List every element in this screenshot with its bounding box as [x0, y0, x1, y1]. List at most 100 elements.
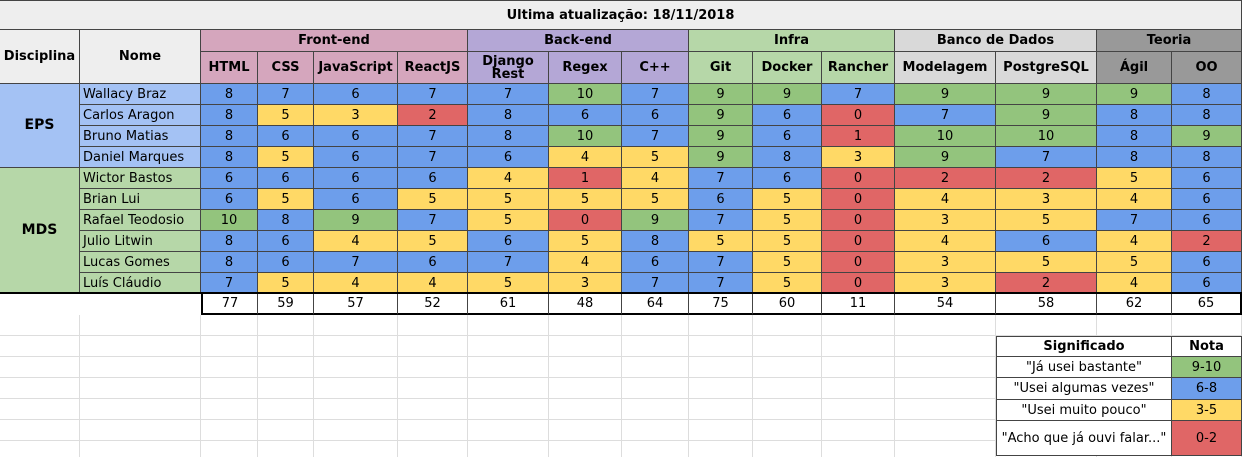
score-cell: 6: [753, 105, 822, 126]
score-cell: 3: [895, 210, 996, 231]
score-cell: 0: [822, 105, 895, 126]
empty-cell: [398, 336, 468, 357]
score-cell: 9: [314, 210, 398, 231]
total-cell: 75: [689, 294, 753, 315]
empty-cell: [689, 378, 753, 399]
empty-cell: [689, 441, 753, 457]
empty-cell: [895, 336, 996, 357]
column-header: Regex: [549, 52, 622, 84]
total-cell: 62: [1097, 294, 1172, 315]
score-cell: 7: [468, 252, 549, 273]
score-cell: 8: [201, 252, 258, 273]
empty-cell: [549, 357, 622, 378]
empty-cell: [201, 378, 258, 399]
score-cell: 5: [689, 231, 753, 252]
score-cell: 7: [622, 126, 689, 147]
empty-cell: [895, 399, 996, 420]
score-cell: 4: [549, 252, 622, 273]
empty-cell: [80, 378, 201, 399]
empty-cell: [314, 315, 398, 336]
score-cell: 4: [895, 231, 996, 252]
empty-cell: [0, 420, 80, 441]
score-cell: 3: [895, 252, 996, 273]
total-cell: 59: [258, 294, 314, 315]
score-cell: 5: [258, 189, 314, 210]
empty-cell: [398, 357, 468, 378]
score-cell: 4: [1097, 273, 1172, 294]
empty-cell: [80, 336, 201, 357]
empty-cell: [314, 420, 398, 441]
score-cell: 5: [398, 189, 468, 210]
empty-cell: [314, 357, 398, 378]
total-cell: 48: [549, 294, 622, 315]
column-header: C++: [622, 52, 689, 84]
score-cell: 2: [1172, 231, 1242, 252]
score-cell: 1: [549, 168, 622, 189]
score-cell: 0: [822, 210, 895, 231]
score-cell: 6: [1172, 210, 1242, 231]
column-header: Ágil: [1097, 52, 1172, 84]
score-cell: 3: [895, 273, 996, 294]
score-cell: 5: [258, 147, 314, 168]
score-cell: 7: [689, 210, 753, 231]
score-cell: 6: [622, 105, 689, 126]
score-cell: 5: [468, 210, 549, 231]
student-name: Brian Lui: [80, 189, 201, 210]
score-cell: 6: [549, 105, 622, 126]
score-cell: 6: [398, 168, 468, 189]
score-cell: 6: [1172, 273, 1242, 294]
score-cell: 8: [622, 231, 689, 252]
empty-cell: [822, 336, 895, 357]
empty-cell: [258, 315, 314, 336]
score-cell: 5: [398, 231, 468, 252]
legend-meaning: "Acho que já ouvi falar...": [996, 421, 1172, 456]
total-cell: 61: [468, 294, 549, 315]
empty-cell: [201, 357, 258, 378]
score-cell: 6: [996, 231, 1097, 252]
score-cell: 8: [1097, 105, 1172, 126]
empty-cell: [0, 336, 80, 357]
empty-cell: [201, 336, 258, 357]
column-header: HTML: [201, 52, 258, 84]
score-cell: 6: [314, 84, 398, 105]
score-cell: 5: [753, 273, 822, 294]
score-cell: 7: [689, 273, 753, 294]
score-cell: 2: [996, 168, 1097, 189]
score-cell: 6: [258, 126, 314, 147]
column-header: Django Rest: [468, 52, 549, 84]
empty-cell: [80, 315, 201, 336]
score-cell: 5: [753, 252, 822, 273]
score-cell: 10: [996, 126, 1097, 147]
score-cell: 6: [258, 252, 314, 273]
score-cell: 2: [996, 273, 1097, 294]
empty-cell: [549, 441, 622, 457]
empty-cell: [468, 315, 549, 336]
empty-cell: [80, 441, 201, 457]
score-cell: 4: [314, 273, 398, 294]
score-cell: 6: [258, 168, 314, 189]
score-cell: 7: [314, 252, 398, 273]
group-header: Infra: [689, 30, 895, 52]
score-cell: 7: [398, 210, 468, 231]
legend-nota: 6-8: [1172, 378, 1242, 400]
score-cell: 0: [822, 231, 895, 252]
score-cell: 8: [201, 231, 258, 252]
empty-cell: [80, 399, 201, 420]
empty-cell: [822, 441, 895, 457]
score-cell: 7: [398, 84, 468, 105]
score-cell: 4: [468, 168, 549, 189]
empty-cell: [314, 378, 398, 399]
score-cell: 9: [689, 105, 753, 126]
group-header: Back-end: [468, 30, 689, 52]
empty-cell: [201, 420, 258, 441]
empty-cell: [689, 399, 753, 420]
column-header: Rancher: [822, 52, 895, 84]
empty-cell: [622, 441, 689, 457]
score-cell: 5: [468, 273, 549, 294]
score-cell: 8: [201, 84, 258, 105]
column-header: Modelagem: [895, 52, 996, 84]
score-cell: 7: [822, 84, 895, 105]
student-name: Carlos Aragon: [80, 105, 201, 126]
score-cell: 8: [258, 210, 314, 231]
